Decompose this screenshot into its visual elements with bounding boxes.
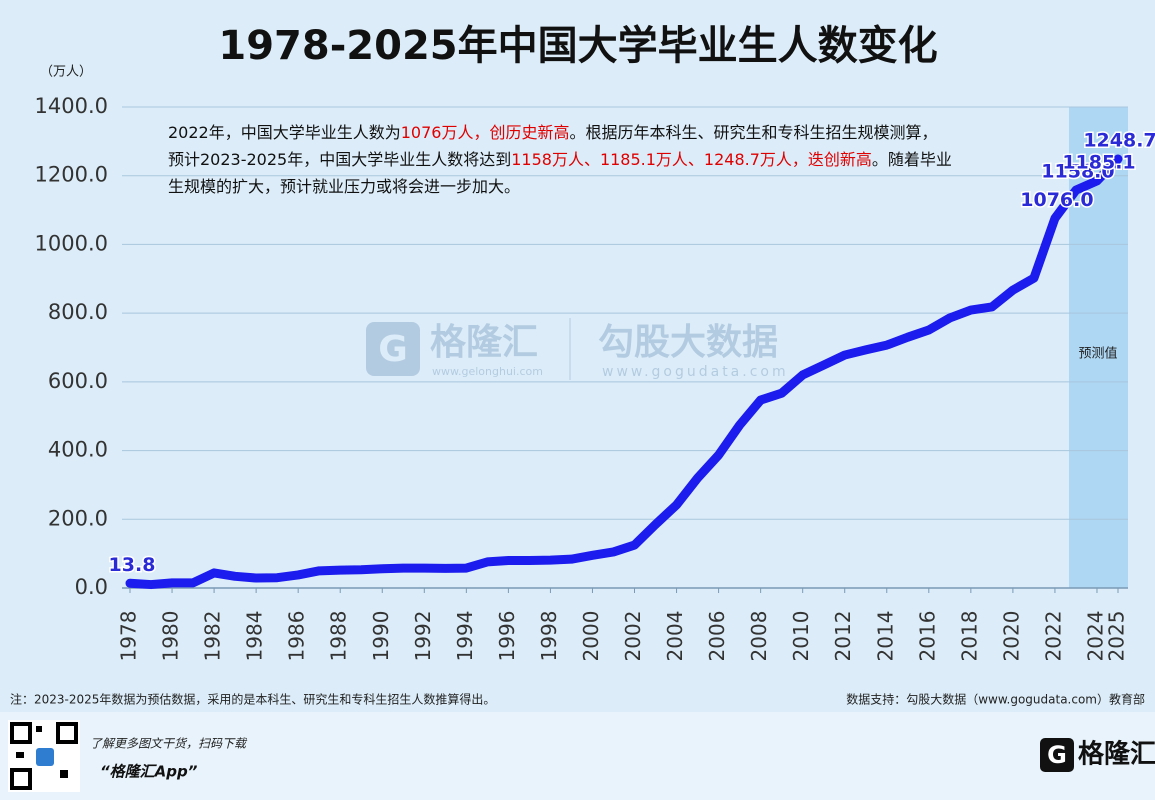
y-tick-label: 0.0 [75,575,108,599]
x-tick-label: 1984 [243,611,267,662]
footer-promo: 了解更多图文干货，扫码下载 [90,737,248,751]
watermark-brand: 格隆汇 [430,322,538,363]
data-label: 1248.7 [1083,129,1155,151]
qr-dot [16,752,24,758]
x-tick-label: 1996 [495,611,519,662]
y-tick-label: 200.0 [48,506,108,530]
annotation-line: 生规模的扩大，预计就业压力或将会进一步加大。 [168,177,520,196]
x-tick-label: 1988 [327,611,351,662]
x-tick-label: 1980 [159,611,183,662]
footer-app: “格隆汇App” [100,763,198,781]
x-tick-label: 2022 [1041,611,1065,662]
x-tick-label: 2002 [621,611,645,662]
footer-logo-mark [1040,738,1074,772]
y-tick-label: 600.0 [48,369,108,393]
x-tick-label: 1986 [285,611,309,662]
qr-code [8,720,80,792]
annotation-line: 2022年，中国大学毕业生人数为1076万人，创历史新高。根据历年本科生、研究生… [168,123,937,142]
qr-finder [10,722,32,744]
y-tick-label: 1000.0 [35,231,108,255]
x-tick-label: 2006 [705,611,729,662]
footer-logo-letter: G [1047,741,1067,769]
x-tick-label: 2008 [747,611,771,662]
watermark: G 格隆汇 www.gelonghui.com 勾股大数据 www.goguda… [366,318,789,380]
x-tick-label: 2016 [915,611,939,662]
qr-finder [56,722,78,744]
x-tick-label: 1982 [201,611,225,662]
chart-title: 1978-2025年中国大学毕业生人数变化 [218,23,937,69]
annotation-segment: 生规模的扩大，预计就业压力或将会进一步加大。 [168,177,520,196]
watermark-data-url: www.gogudata.com [602,364,789,380]
watermark-logo-letter: G [378,329,408,370]
x-tick-label: 2024 [1083,611,1107,662]
qr-finder [10,768,32,790]
footer-note: 注：2023-2025年数据为预估数据，采用的是本科生、研究生和专科生招生人数推… [10,692,495,707]
x-tick-label: 1998 [537,611,561,662]
x-tick-label: 1990 [369,611,393,662]
qr-logo [36,748,54,766]
annotation-segment: 2022年，中国大学毕业生人数为 [168,123,401,142]
footer-band [0,712,1155,800]
x-tick-label: 1994 [453,611,477,662]
qr-dot [60,770,68,778]
watermark-logo [366,322,420,376]
annotation-line: 预计2023-2025年，中国大学毕业生人数将达到1158万人、1185.1万人… [168,150,952,169]
footer-logo: 格隆汇 [1078,739,1155,770]
x-tick-label: 2004 [663,611,687,662]
annotation-segment: 。随着毕业 [872,150,952,169]
x-tick-label: 2020 [999,611,1023,662]
x-tick-label: 2025 [1105,611,1129,662]
x-tick-label: 1978 [117,611,141,662]
x-tick-label: 2014 [873,611,897,662]
x-tick-label: 2010 [789,611,813,662]
data-line [125,154,1123,590]
data-label: 13.8 [109,554,156,576]
annotation-segment: 1076万人，创历史新高 [401,123,570,142]
forecast-label: 预测值 [1078,346,1117,362]
annotation-segment: 。根据历年本科生、研究生和专科生招生规模测算， [569,123,937,142]
y-tick-label: 400.0 [48,438,108,462]
data-label: 1158.0 [1041,161,1114,183]
data-label: 1185.1 [1062,151,1135,173]
footer-source: 数据支持：勾股大数据（www.gogudata.com）教育部 [846,692,1145,707]
x-tick-label: 2000 [579,611,603,662]
y-tick-label: 1400.0 [35,94,108,118]
y-unit: （万人） [40,65,92,80]
y-tick-label: 1200.0 [35,163,108,187]
y-tick-label: 800.0 [48,300,108,324]
annotation-segment: 1158万人、1185.1万人、1248.7万人，迭创新高 [511,150,872,169]
data-label: 1076.0 [1020,189,1093,211]
x-tick-label: 1992 [411,611,435,662]
watermark-url: www.gelonghui.com [432,365,543,378]
watermark-data-brand: 勾股大数据 [598,322,778,363]
x-tick-label: 2012 [831,611,855,662]
qr-dot [36,726,42,732]
annotation-segment: 预计2023-2025年，中国大学毕业生人数将达到 [168,150,511,169]
x-tick-label: 2018 [957,611,981,662]
